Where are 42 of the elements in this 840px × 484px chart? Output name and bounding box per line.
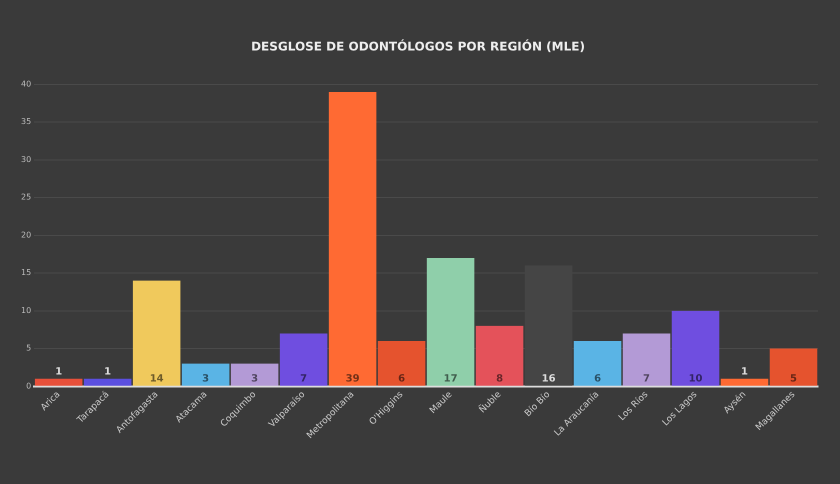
bar bbox=[328, 92, 376, 386]
bar bbox=[574, 341, 622, 386]
data-label: 7 bbox=[300, 373, 308, 384]
data-label: 5 bbox=[790, 373, 798, 384]
bar bbox=[622, 333, 670, 386]
bar bbox=[34, 378, 82, 386]
y-tick-label: 20 bbox=[20, 230, 32, 240]
bar bbox=[132, 280, 180, 386]
data-label: 14 bbox=[150, 373, 164, 384]
bar bbox=[476, 326, 524, 386]
bar bbox=[182, 364, 230, 386]
data-label: 1 bbox=[55, 366, 62, 378]
bar bbox=[230, 364, 278, 386]
y-tick-label: 40 bbox=[20, 79, 32, 88]
y-tick-label: 30 bbox=[20, 154, 32, 164]
chart-title: DESGLOSE DE ODONTÓLOGOS POR REGIÓN (MLE) bbox=[251, 38, 585, 54]
bar bbox=[426, 258, 474, 386]
data-label: 16 bbox=[542, 373, 556, 384]
data-label: 7 bbox=[643, 373, 650, 384]
data-label: 3 bbox=[251, 373, 258, 384]
data-label: 10 bbox=[688, 373, 703, 384]
data-label: 3 bbox=[202, 373, 210, 384]
data-label: 17 bbox=[444, 373, 458, 384]
y-tick-label: 5 bbox=[26, 344, 32, 353]
data-label: 8 bbox=[496, 373, 504, 384]
data-label: 6 bbox=[398, 373, 406, 384]
y-tick-label: 0 bbox=[26, 381, 32, 390]
data-label: 1 bbox=[741, 366, 748, 378]
y-tick-label: 25 bbox=[20, 192, 32, 202]
bar bbox=[84, 378, 132, 386]
x-tick-label: Bío Bío bbox=[522, 388, 553, 419]
data-label: 1 bbox=[104, 366, 112, 378]
data-label: 6 bbox=[594, 373, 602, 384]
bar bbox=[770, 348, 818, 386]
y-tick-label: 10 bbox=[20, 306, 32, 315]
y-tick-label: 35 bbox=[20, 117, 32, 126]
bar bbox=[280, 333, 328, 386]
bar bbox=[720, 378, 768, 386]
bar bbox=[672, 310, 720, 386]
bar bbox=[378, 341, 426, 386]
y-tick-label: 15 bbox=[20, 268, 32, 278]
data-label: 39 bbox=[346, 373, 360, 384]
